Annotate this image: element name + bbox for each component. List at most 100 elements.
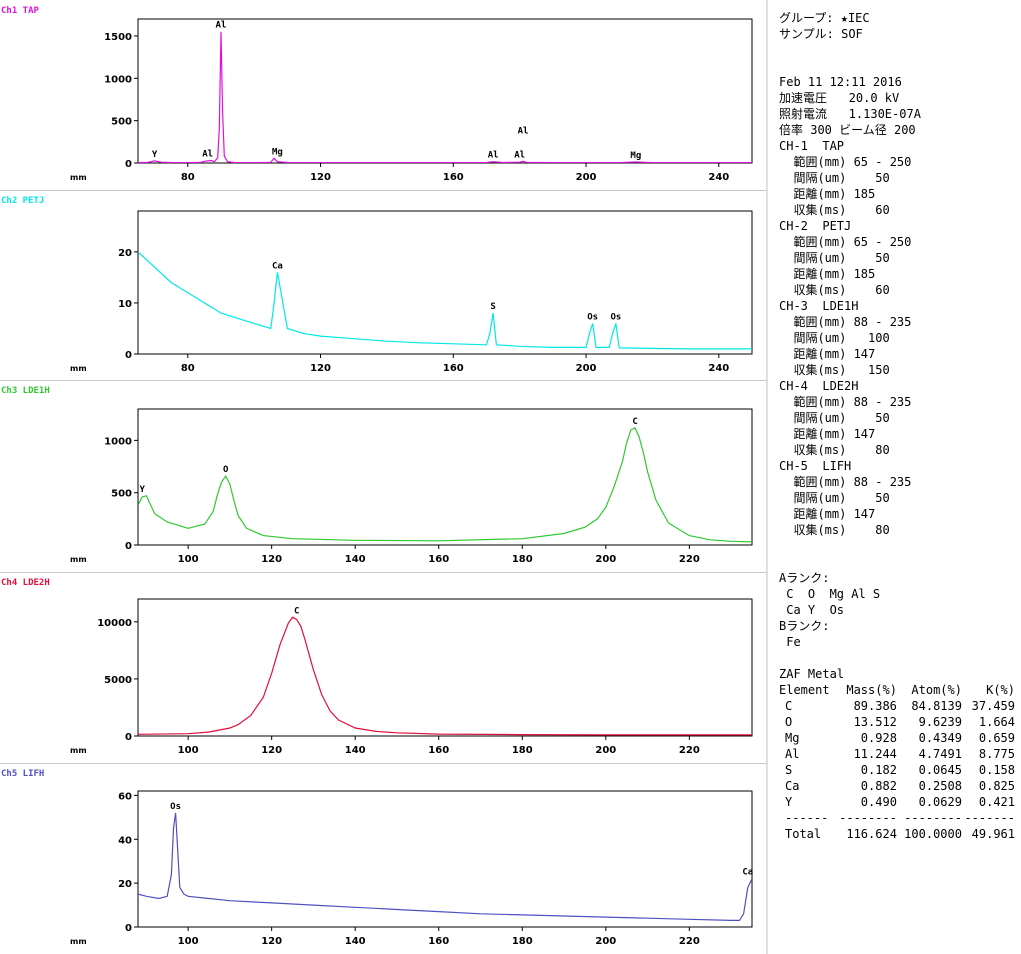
x-tick-label: 160: [428, 554, 449, 565]
x-tick-label: 200: [576, 363, 597, 374]
zaf-header: K(%): [986, 683, 1015, 697]
zaf-cell: 0.882: [860, 779, 897, 793]
zaf-cell: --------: [839, 811, 897, 825]
peak-label: Al: [514, 150, 525, 160]
channel-condition-line: 間隔(um) 50: [779, 411, 890, 425]
y-tick-label: 10: [118, 299, 132, 310]
channel-condition-line: 距離(mm) 147: [779, 427, 876, 441]
x-tick-label: 220: [679, 554, 700, 565]
y-tick-label: 5000: [104, 675, 132, 686]
zaf-row: Mg 0.928 0.4349 0.659: [779, 730, 1015, 746]
x-tick-label: 80: [181, 363, 195, 374]
y-tick-label: 20: [118, 879, 132, 890]
zaf-cell: 1.664: [978, 715, 1015, 729]
peak-label: Al: [518, 127, 529, 137]
peak-label: Mg: [272, 147, 283, 157]
chart-title: Ch2 PETJ: [1, 196, 44, 206]
rank-a-line: C O Mg Al S: [779, 587, 881, 601]
channel-condition-line: 距離(mm) 147: [779, 347, 876, 361]
zaf-header: Mass(%): [846, 683, 897, 697]
zaf-separator-row: ------ -------- -------- -------: [779, 810, 1015, 826]
condition-accel: 加速電圧 20.0 kV: [779, 91, 900, 105]
spectrum-chart-3: Ch3 LDE1H 0 500 1000 100 120 140 160 180 200 220 mm…: [0, 380, 767, 565]
channel-condition-line: 間隔(um) 50: [779, 171, 890, 185]
zaf-cell: 0.0645: [918, 763, 962, 777]
group-label: グループ: ★IEC: [779, 11, 870, 25]
channel-condition-line: 範囲(mm) 65 - 250: [779, 235, 912, 249]
zaf-cell: 0.825: [978, 779, 1015, 793]
zaf-cell: 0.659: [978, 731, 1015, 745]
x-tick-label: 220: [679, 745, 700, 756]
y-tick-label: 0: [125, 732, 132, 743]
x-axis-unit: mm: [70, 937, 87, 946]
zaf-cell: 11.244: [853, 747, 897, 761]
chart-title: Ch5 LIFH: [1, 769, 44, 779]
channel-condition-line: 収集(ms) 150: [779, 363, 890, 377]
zaf-row: C 89.386 84.8139 37.459: [779, 698, 1015, 714]
sample-label: サンプル: SOF: [779, 27, 863, 41]
zaf-cell: 0.2508: [918, 779, 962, 793]
x-tick-label: 120: [261, 745, 282, 756]
zaf-cell: Y: [785, 795, 793, 809]
zaf-row: Al 11.244 4.7491 8.775: [779, 746, 1015, 762]
x-tick-label: 80: [181, 172, 195, 183]
x-axis-unit: mm: [70, 364, 87, 373]
channel-condition-line: CH-3 LDE1H: [779, 299, 859, 313]
y-tick-label: 500: [111, 117, 132, 128]
y-tick-label: 1000: [104, 436, 132, 447]
x-tick-label: 160: [428, 936, 449, 947]
info-panel: グループ: ★IEC サンプル: SOF Feb 11 12:11 2016 加…: [779, 10, 1015, 842]
channel-condition-line: 距離(mm) 147: [779, 507, 876, 521]
channel-condition-line: 範囲(mm) 88 - 235: [779, 395, 912, 409]
zaf-cell: 116.624: [846, 827, 897, 841]
zaf-cell: 9.6239: [918, 715, 962, 729]
x-tick-label: 140: [345, 936, 366, 947]
x-tick-label: 120: [310, 363, 331, 374]
peak-label: Os: [587, 312, 598, 322]
chart-title: Ch4 LDE2H: [1, 578, 50, 588]
zaf-cell: 4.7491: [918, 747, 962, 761]
y-tick-label: 500: [111, 489, 132, 500]
spectrum-line: [138, 426, 752, 543]
y-tick-label: 40: [118, 835, 132, 846]
y-tick-label: 1500: [104, 32, 132, 43]
channel-condition-line: 範囲(mm) 88 - 235: [779, 475, 912, 489]
plot-frame: [137, 18, 753, 164]
rank-b-line: Fe: [779, 635, 801, 649]
channel-condition-line: 間隔(um) 100: [779, 331, 890, 345]
spectrum-chart-4: Ch4 LDE2H 0 5000 10000 100 120 140 160 180 200 220…: [0, 572, 767, 756]
condition-current: 照射電流 1.130E-07A: [779, 107, 921, 121]
spectrum-line: [138, 616, 752, 736]
plot-frame: [137, 598, 753, 737]
zaf-cell: --------: [904, 811, 962, 825]
x-tick-label: 220: [679, 936, 700, 947]
zaf-cell: 0.490: [860, 795, 897, 809]
condition-mag: 倍率 300 ビーム径 200: [779, 123, 916, 137]
peak-label: Y: [152, 150, 158, 160]
zaf-cell: 49.961: [971, 827, 1015, 841]
zaf-cell: Al: [785, 747, 800, 761]
zaf-cell: 0.421: [978, 795, 1015, 809]
peak-label: Y: [139, 485, 145, 495]
datetime-label: Feb 11 12:11 2016: [779, 75, 902, 89]
channel-condition-line: 収集(ms) 60: [779, 203, 890, 217]
x-tick-label: 100: [178, 745, 199, 756]
zaf-row: Ca 0.882 0.2508 0.825: [779, 778, 1015, 794]
x-tick-label: 100: [178, 936, 199, 947]
spectrum-line: [138, 31, 752, 163]
spectrum-chart-1: Ch1 TAP 0 500 1000 1500 80 120 160 200 240 mm Y Al Al…: [1, 6, 753, 183]
channel-condition-line: 範囲(mm) 65 - 250: [779, 155, 912, 169]
zaf-header: Atom(%): [911, 683, 962, 697]
channel-condition-line: CH-4 LDE2H: [779, 379, 859, 393]
zaf-cell: 0.4349: [918, 731, 962, 745]
zaf-row: O 13.512 9.6239 1.664: [779, 714, 1015, 730]
x-tick-label: 100: [178, 554, 199, 565]
chart-title: Ch1 TAP: [1, 6, 40, 16]
x-axis-unit: mm: [70, 173, 87, 182]
zaf-cell: ------: [785, 811, 829, 825]
channel-condition-line: CH-5 LIFH: [779, 459, 852, 473]
channel-conditions: CH-1 TAP 範囲(mm) 65 - 250 間隔(um) 50 距離(mm…: [779, 138, 1015, 538]
peak-label: Al: [488, 151, 499, 161]
peak-label: S: [490, 302, 495, 312]
